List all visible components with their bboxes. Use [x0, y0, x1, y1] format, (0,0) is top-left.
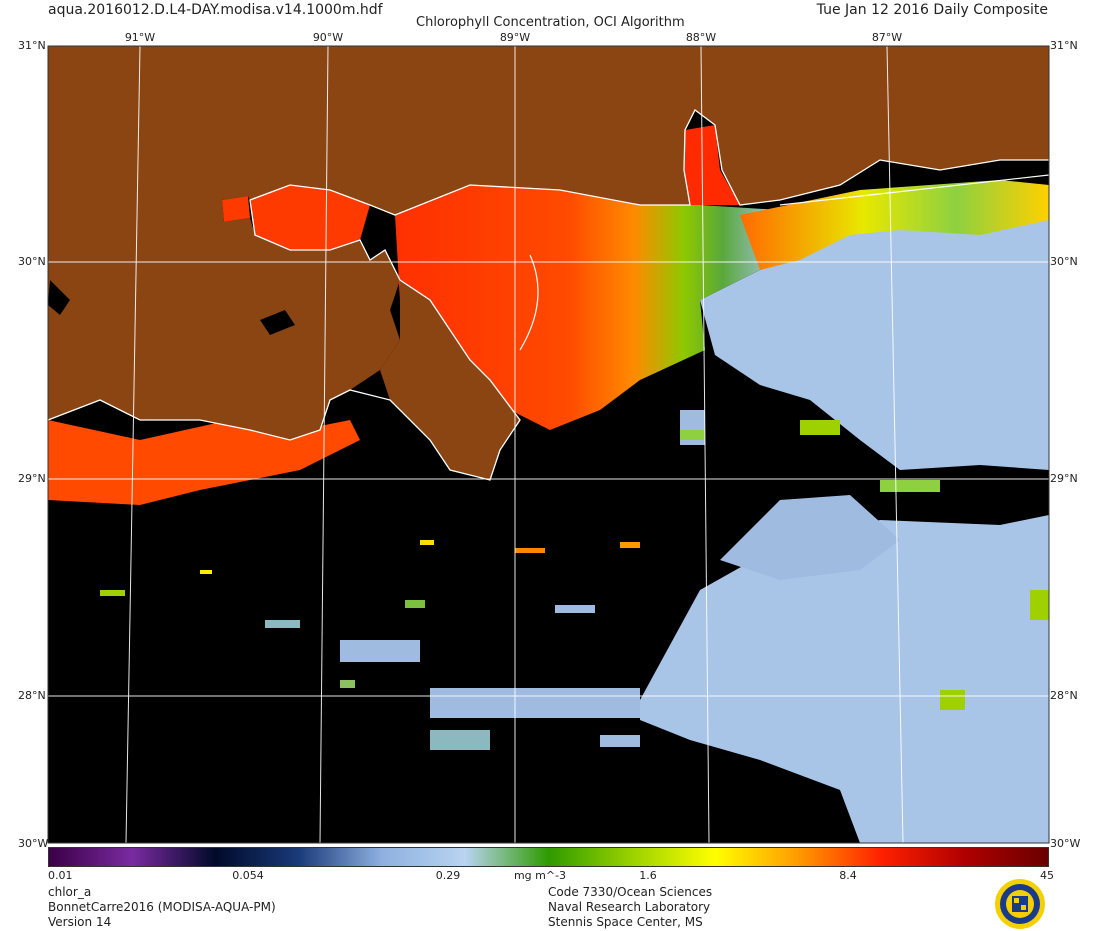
nrl-seal-icon — [995, 879, 1045, 929]
lat-label-29n-left: 29°N — [18, 472, 46, 485]
colorbar-label-029: 0.29 — [435, 869, 461, 882]
lat-label-28n-right: 28°N — [1050, 689, 1078, 702]
mississippi-plume — [395, 185, 780, 430]
lat-label-29n-right: 29°N — [1050, 472, 1078, 485]
date-label: Tue Jan 12 2016 Daily Composite — [816, 2, 1048, 18]
lake-pontchartrain — [250, 185, 370, 250]
footer-org-location: Stennis Space Center, MS — [548, 915, 703, 929]
clear-water-east — [700, 205, 1049, 470]
corner-label-top-left: 31°N — [18, 39, 46, 52]
colorbar-label-16: 1.6 — [639, 869, 657, 882]
corner-label-bottom-left: 30°W — [18, 837, 49, 850]
coastline — [47, 109, 1049, 481]
pixel-clusters — [100, 410, 1049, 750]
footer-version: Version 14 — [48, 915, 112, 929]
lat-label-30n-left: 30°N — [18, 255, 46, 268]
graticule — [48, 45, 1049, 844]
colorbar-label-84: 8.4 — [839, 869, 857, 882]
colorbar-label-0054: 0.054 — [232, 869, 264, 882]
lon-label-88w: 88°W — [685, 31, 717, 44]
lake-maurepas — [222, 196, 250, 222]
colorbar — [48, 847, 1049, 867]
footer-org-code: Code 7330/Ocean Sciences — [548, 885, 713, 899]
footer-dataset: BonnetCarre2016 (MODISA-AQUA-PM) — [48, 900, 276, 914]
lat-label-30n-right: 30°N — [1050, 255, 1078, 268]
lon-label-87w: 87°W — [871, 31, 903, 44]
colorbar-label-min: 0.01 — [48, 869, 73, 882]
colorbar-units: mg m^-3 — [513, 869, 567, 882]
lat-label-28n-left: 28°N — [18, 689, 46, 702]
footer-org-name: Naval Research Laboratory — [548, 900, 711, 914]
mobile-bay — [684, 125, 740, 205]
map-title: Chlorophyll Concentration, OCI Algorithm — [416, 15, 685, 30]
clear-water-south — [640, 515, 1049, 843]
footer-product: chlor_a — [48, 885, 92, 899]
lon-label-89w: 89°W — [499, 31, 531, 44]
clear-water-mid — [720, 495, 900, 580]
delta-land — [380, 280, 520, 480]
corner-label-top-right: 31°N — [1050, 39, 1078, 52]
lon-label-90w: 90°W — [312, 31, 344, 44]
colorbar-label-max: 45 — [1040, 869, 1054, 882]
coastal-band-east — [740, 180, 1049, 270]
land-mass — [48, 46, 1049, 440]
lon-label-91w: 91°W — [124, 31, 156, 44]
west-coastal-band — [48, 420, 360, 505]
filename-label: aqua.2016012.D.L4-DAY.modisa.v14.1000m.h… — [48, 2, 383, 18]
corner-label-bottom-right: 30°W — [1050, 837, 1081, 850]
